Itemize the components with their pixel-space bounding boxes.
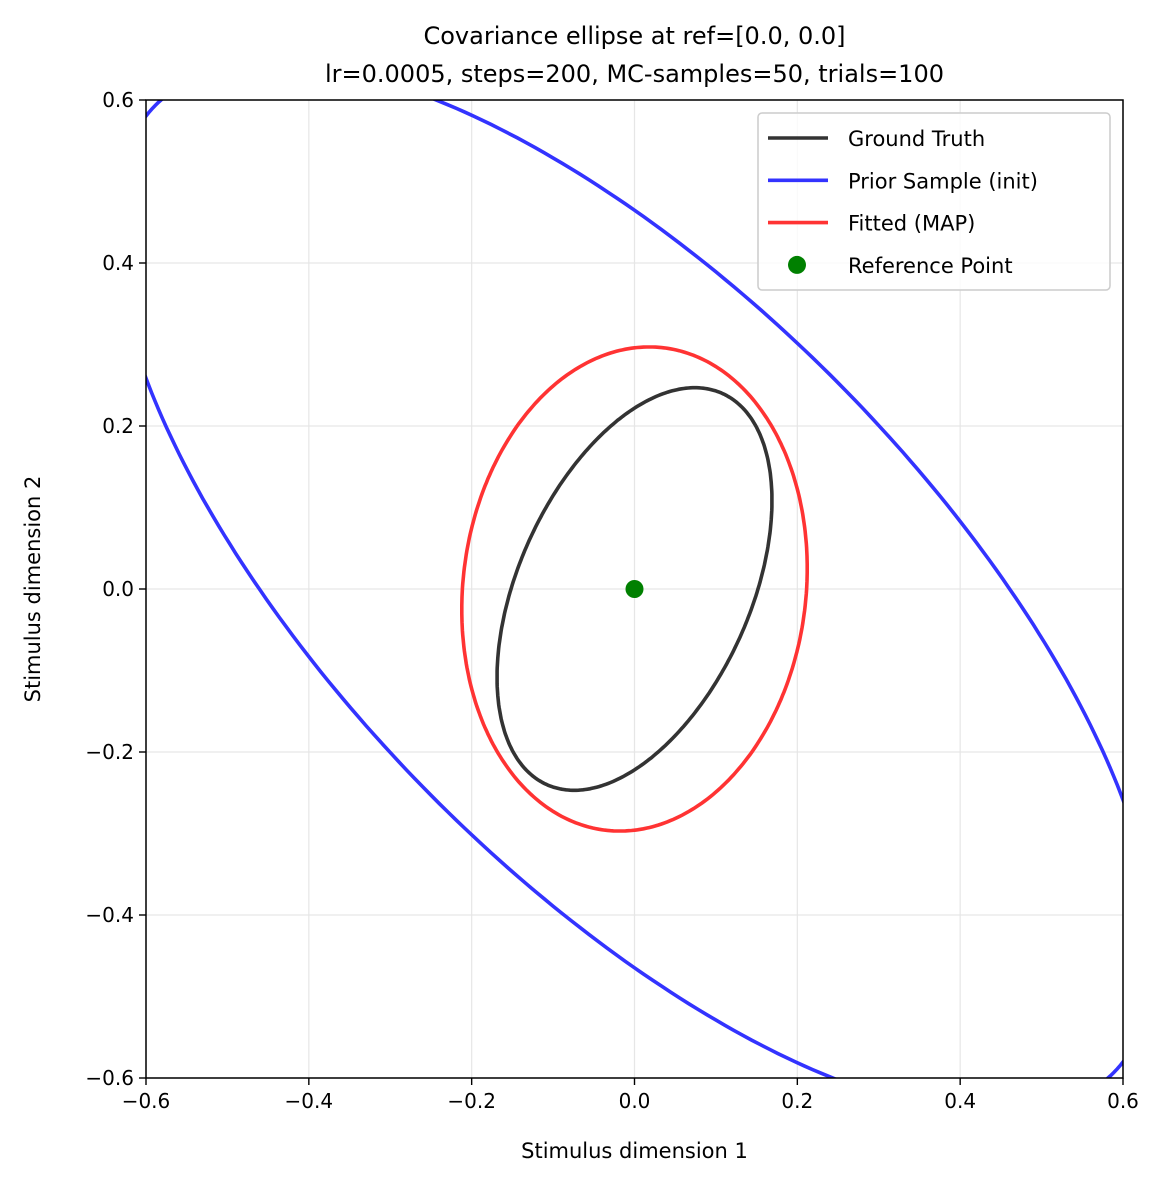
y-tick-label: 0.6 bbox=[102, 88, 134, 112]
x-tick-label: 0.2 bbox=[781, 1089, 813, 1113]
x-tick-label: −0.6 bbox=[122, 1089, 171, 1113]
x-tick-label: −0.2 bbox=[447, 1089, 496, 1113]
reference-point-marker bbox=[625, 580, 644, 598]
x-tick-label: 0.0 bbox=[619, 1089, 651, 1113]
legend-label-reference-point: Reference Point bbox=[848, 254, 1013, 278]
legend-swatch-reference-point bbox=[788, 255, 806, 274]
y-tick-label: 0.4 bbox=[102, 251, 134, 275]
y-tick-label: −0.2 bbox=[85, 740, 134, 764]
x-tick-label: −0.4 bbox=[285, 1089, 334, 1113]
legend: Ground Truth Prior Sample (init) Fitted (M… bbox=[757, 112, 1111, 291]
legend-label-fitted-map: Fitted (MAP) bbox=[848, 212, 975, 236]
series-layer bbox=[146, 100, 1123, 1078]
y-tick-label: −0.6 bbox=[85, 1066, 134, 1090]
x-tick-label: 0.6 bbox=[1107, 1089, 1139, 1113]
y-axis-label: Stimulus dimension 2 bbox=[21, 476, 45, 703]
chart-title: Covariance ellipse at ref=[0.0, 0.0] bbox=[423, 22, 845, 50]
x-tick-label: 0.4 bbox=[944, 1089, 976, 1113]
prior-sample-init-ellipse bbox=[146, 100, 1123, 1078]
legend-label-ground-truth: Ground Truth bbox=[848, 127, 985, 151]
y-tick-label: 0.0 bbox=[102, 577, 134, 601]
legend-label-prior-sample-init: Prior Sample (init) bbox=[848, 169, 1038, 193]
ground-truth-ellipse bbox=[495, 385, 774, 793]
axis-ticks: −0.6 −0.4 −0.2 0.0 0.2 0.4 0.6 −0.6 −0.4 −0.2 0.0 0… bbox=[85, 88, 1138, 1113]
y-tick-label: −0.4 bbox=[85, 903, 134, 927]
x-axis-label: Stimulus dimension 1 bbox=[521, 1139, 748, 1163]
y-tick-label: 0.2 bbox=[102, 414, 134, 438]
fitted-map-ellipse bbox=[460, 345, 809, 833]
legend-box bbox=[757, 112, 1111, 291]
chart-subtitle: lr=0.0005, steps=200, MC-samples=50, tri… bbox=[325, 60, 944, 88]
